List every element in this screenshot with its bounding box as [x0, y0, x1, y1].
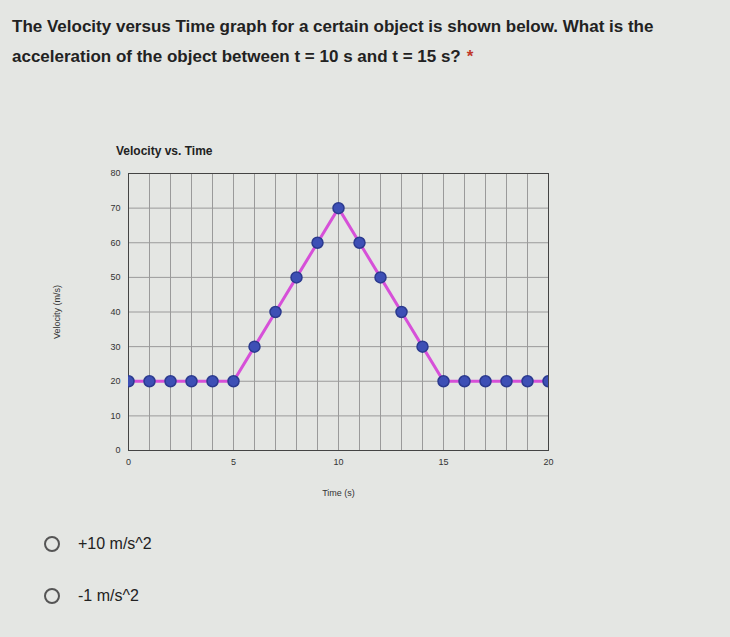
svg-text:Velocity (m/s): Velocity (m/s) [52, 285, 62, 339]
html-text:The Velocity versus Time graph: The Velocity versus Time graph for a cer… [12, 17, 654, 66]
svg-text:20: 20 [110, 376, 120, 386]
html-text:Velocity vs. Time: Velocity vs. Time [116, 144, 213, 158]
svg-text:40: 40 [110, 307, 120, 317]
svg-text:15: 15 [438, 457, 448, 467]
svg-text:0: 0 [126, 457, 131, 467]
svg-text:10: 10 [110, 411, 120, 421]
svg-text:10: 10 [333, 457, 343, 467]
svg-text:70: 70 [110, 203, 120, 213]
svg-text:50: 50 [110, 272, 120, 282]
svg-text:20: 20 [543, 457, 553, 467]
svg-text:0: 0 [115, 445, 120, 455]
svg-text:Time (s): Time (s) [322, 488, 355, 498]
svg-text:80: 80 [110, 168, 120, 178]
html-text:-1 m/s^2: -1 m/s^2 [78, 587, 139, 604]
svg-text:30: 30 [110, 342, 120, 352]
svg-text:5: 5 [231, 457, 236, 467]
html-text:+10 m/s^2: +10 m/s^2 [78, 535, 152, 552]
svg-text:60: 60 [110, 238, 120, 248]
